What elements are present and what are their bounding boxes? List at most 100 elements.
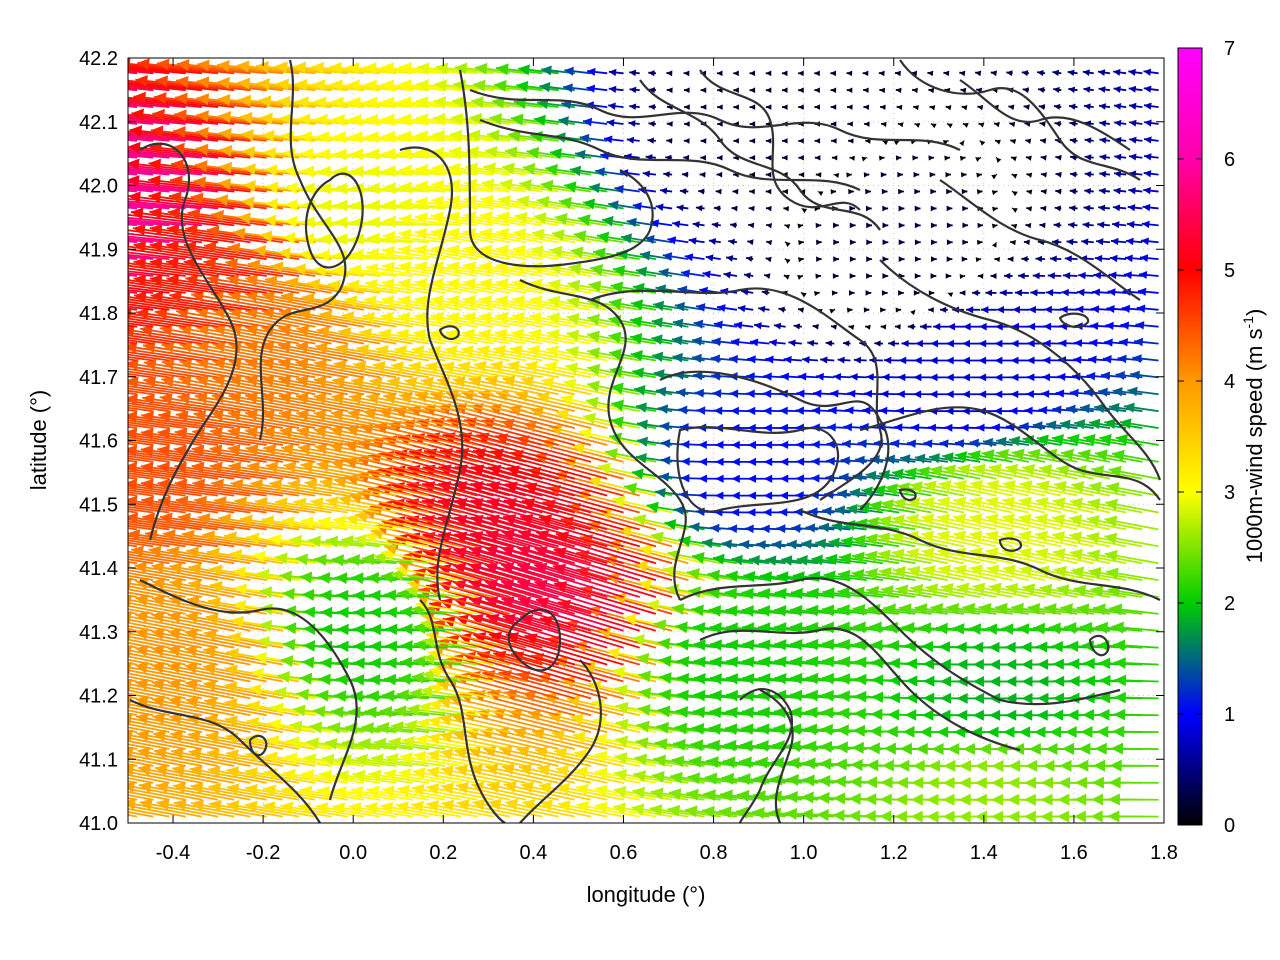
wind-vector-head bbox=[226, 783, 240, 796]
wind-vector bbox=[128, 746, 203, 767]
wind-vector bbox=[350, 786, 413, 801]
wind-vector-head bbox=[453, 747, 467, 759]
wind-vector bbox=[128, 544, 138, 548]
wind-vector-head bbox=[1109, 759, 1122, 772]
wind-vector-head bbox=[931, 742, 944, 755]
wind-vector-shaft bbox=[224, 718, 300, 734]
wind-vector-head bbox=[48, 545, 61, 557]
wind-vector-head bbox=[865, 776, 878, 789]
wind-vector-head bbox=[721, 772, 735, 785]
wind-vector bbox=[138, 781, 219, 801]
wind-vector-head bbox=[398, 673, 412, 686]
wind-vector-head bbox=[763, 440, 773, 450]
wind-vector-head bbox=[54, 645, 67, 657]
wind-vector-head bbox=[926, 793, 939, 806]
wind-vector-head bbox=[1026, 390, 1034, 399]
wind-vector bbox=[536, 764, 608, 784]
wind-vector-head bbox=[956, 709, 968, 721]
wind-vector-head bbox=[396, 689, 410, 702]
wind-vector-shaft bbox=[128, 743, 154, 750]
wind-vector-head bbox=[1108, 402, 1120, 413]
wind-vector-head bbox=[170, 730, 183, 742]
wind-vector-head bbox=[838, 656, 851, 668]
wind-vector-head bbox=[693, 639, 706, 651]
wind-vector bbox=[1112, 725, 1159, 738]
wind-vector-head bbox=[1113, 657, 1126, 669]
wind-vector-shaft bbox=[128, 804, 186, 818]
wind-vector bbox=[469, 763, 543, 784]
wind-vector-head bbox=[90, 798, 103, 810]
wind-vector-shaft bbox=[480, 729, 559, 750]
wind-vector-head bbox=[896, 406, 905, 415]
wind-vector-head bbox=[888, 691, 901, 704]
wind-vector-head bbox=[866, 759, 879, 772]
wind-vector-head bbox=[811, 406, 821, 415]
wind-vector-shaft bbox=[207, 768, 284, 784]
wind-vector-head bbox=[786, 539, 797, 550]
wind-vector-head bbox=[832, 809, 845, 822]
wind-vector-head bbox=[1037, 692, 1049, 704]
wind-vector-head bbox=[1091, 793, 1104, 806]
wind-vector-head bbox=[731, 440, 740, 450]
wind-vector-head bbox=[576, 800, 590, 813]
wind-vector-head bbox=[698, 474, 708, 483]
wind-vector-head bbox=[1025, 759, 1038, 772]
wind-vector-head bbox=[54, 628, 67, 640]
wind-vector-head bbox=[779, 423, 788, 433]
wind-vector-head bbox=[836, 724, 849, 737]
wind-vector-head bbox=[806, 672, 819, 685]
wind-vector bbox=[262, 801, 332, 818]
wind-vector-head bbox=[687, 772, 701, 785]
wind-vector-head bbox=[366, 690, 380, 703]
wind-vector bbox=[380, 801, 446, 818]
wind-vector-head bbox=[286, 736, 300, 749]
wind-vector-head bbox=[985, 623, 998, 635]
wind-vector-head bbox=[936, 726, 949, 738]
wind-vector-head bbox=[1074, 793, 1087, 806]
wind-vector bbox=[188, 747, 267, 767]
wind-vector-shaft bbox=[453, 749, 527, 767]
wind-vector-head bbox=[352, 769, 366, 782]
wind-vector-shaft bbox=[128, 737, 186, 750]
wind-vector-shaft bbox=[208, 785, 284, 801]
wind-vector-head bbox=[355, 753, 368, 766]
wind-vector-head bbox=[987, 726, 999, 738]
wind-vector-head bbox=[60, 479, 73, 491]
wind-vector-shaft bbox=[486, 482, 592, 514]
wind-vector bbox=[994, 390, 1013, 399]
wind-vector-head bbox=[821, 689, 834, 702]
wind-vector-head bbox=[1075, 776, 1088, 789]
wind-vector-head bbox=[1009, 406, 1018, 415]
wind-vector-head bbox=[897, 390, 905, 398]
wind-vector bbox=[128, 811, 154, 818]
wind-vector-head bbox=[854, 690, 867, 703]
wind-vector-head bbox=[960, 423, 969, 432]
wind-vector-head bbox=[554, 747, 568, 760]
wind-vector-head bbox=[1040, 810, 1053, 823]
wind-vector-head bbox=[822, 638, 835, 651]
wind-vector-head bbox=[650, 787, 664, 800]
wind-vector-head bbox=[974, 793, 987, 806]
wind-vector bbox=[366, 785, 430, 801]
wind-vector bbox=[128, 774, 170, 784]
wind-vector-head bbox=[869, 725, 882, 738]
wind-vector-head bbox=[774, 656, 787, 668]
wind-vector bbox=[520, 781, 592, 801]
wind-vector-head bbox=[795, 474, 805, 483]
wind-vector-shaft bbox=[128, 746, 138, 750]
wind-vector bbox=[128, 777, 154, 784]
wind-vector-head bbox=[319, 769, 332, 782]
wind-vector-head bbox=[324, 737, 338, 750]
wind-vector-head bbox=[631, 803, 645, 816]
wind-vector-head bbox=[1082, 709, 1095, 721]
wind-vector-head bbox=[1094, 742, 1107, 755]
wind-vector-head bbox=[801, 791, 814, 804]
wind-vector-head bbox=[55, 730, 68, 742]
wind-vector-head bbox=[1068, 675, 1080, 687]
wind-vector-head bbox=[680, 473, 690, 483]
wind-vector-head bbox=[899, 742, 912, 755]
wind-vector bbox=[152, 729, 235, 750]
wind-vector-head bbox=[64, 545, 77, 557]
wind-vector-head bbox=[956, 692, 968, 704]
wind-vector bbox=[128, 729, 203, 750]
